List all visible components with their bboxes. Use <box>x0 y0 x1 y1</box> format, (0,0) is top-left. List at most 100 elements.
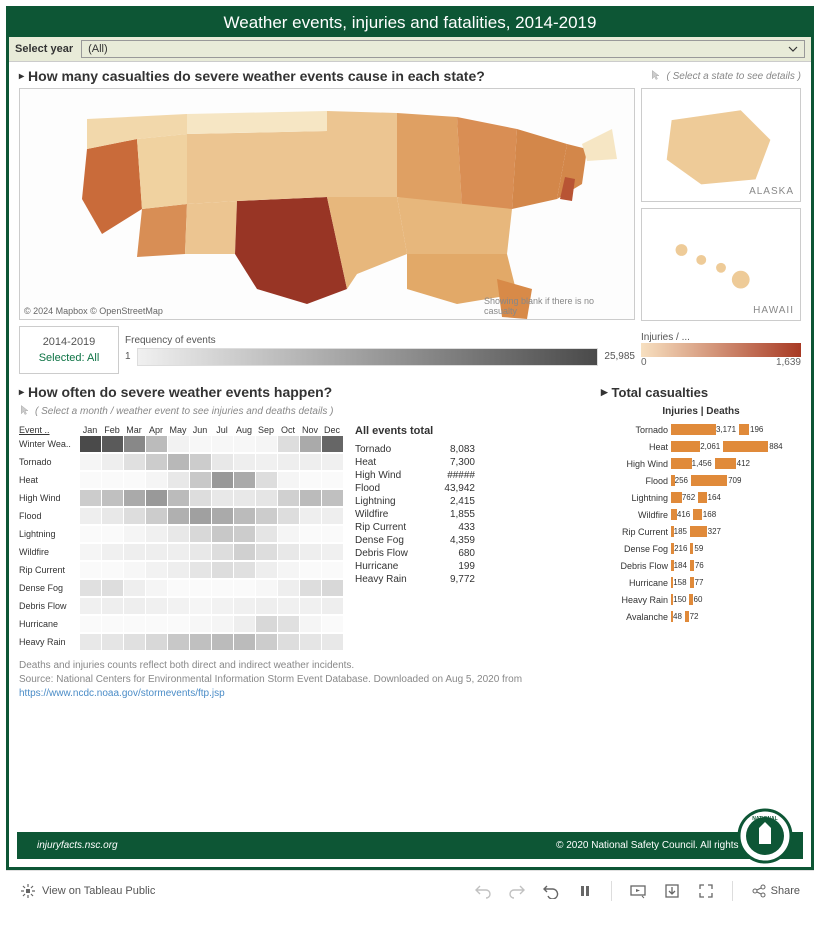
heatmap-cell[interactable] <box>212 436 233 452</box>
heatmap-cell[interactable] <box>80 490 101 506</box>
heatmap-cell[interactable] <box>322 526 343 542</box>
month-header[interactable]: Aug <box>233 425 255 435</box>
heatmap-cell[interactable] <box>212 454 233 470</box>
heatmap-cell[interactable] <box>168 616 189 632</box>
heatmap-cell[interactable] <box>256 472 277 488</box>
heatmap-cell[interactable] <box>80 562 101 578</box>
fullscreen-button[interactable] <box>698 883 714 899</box>
undo-button[interactable] <box>475 883 491 899</box>
heatmap-cell[interactable] <box>212 544 233 560</box>
heatmap-cell[interactable] <box>190 508 211 524</box>
heatmap-cell[interactable] <box>322 562 343 578</box>
heatmap-cell[interactable] <box>256 526 277 542</box>
heatmap-cell[interactable] <box>102 562 123 578</box>
heatmap-cell[interactable] <box>168 580 189 596</box>
heatmap-cell[interactable] <box>102 616 123 632</box>
heatmap-cell[interactable] <box>124 598 145 614</box>
heatmap-cell[interactable] <box>190 544 211 560</box>
event-heatmap[interactable]: Event ..JanFebMarAprMayJunJulAugSepOctNo… <box>19 425 343 651</box>
heatmap-cell[interactable] <box>190 436 211 452</box>
view-on-tableau-button[interactable]: View on Tableau Public <box>20 883 155 899</box>
heatmap-row[interactable]: Debris Flow <box>19 597 343 615</box>
month-header[interactable]: Apr <box>145 425 167 435</box>
heatmap-cell[interactable] <box>168 562 189 578</box>
heatmap-cell[interactable] <box>146 436 167 452</box>
replay-button[interactable] <box>543 883 559 899</box>
heatmap-cell[interactable] <box>80 634 101 650</box>
heatmap-cell[interactable] <box>190 454 211 470</box>
event-col-header[interactable]: Event .. <box>19 425 79 435</box>
heatmap-cell[interactable] <box>256 598 277 614</box>
heatmap-cell[interactable] <box>300 526 321 542</box>
casualty-row[interactable]: Tornado3,171196 <box>601 421 801 438</box>
heatmap-cell[interactable] <box>322 598 343 614</box>
heatmap-cell[interactable] <box>300 454 321 470</box>
heatmap-cell[interactable] <box>102 580 123 596</box>
heatmap-cell[interactable] <box>190 634 211 650</box>
present-button[interactable] <box>630 883 646 899</box>
source-link[interactable]: https://www.ncdc.noaa.gov/stormevents/ft… <box>19 688 225 699</box>
heatmap-cell[interactable] <box>102 508 123 524</box>
heatmap-cell[interactable] <box>102 598 123 614</box>
heatmap-row[interactable]: Flood <box>19 507 343 525</box>
heatmap-cell[interactable] <box>124 526 145 542</box>
heatmap-cell[interactable] <box>234 580 255 596</box>
heatmap-cell[interactable] <box>168 634 189 650</box>
casualty-row[interactable]: Dense Fog21659 <box>601 540 801 557</box>
month-header[interactable]: Oct <box>277 425 299 435</box>
heatmap-row[interactable]: Lightning <box>19 525 343 543</box>
hawaii-inset[interactable]: HAWAII <box>641 208 801 322</box>
heatmap-cell[interactable] <box>146 472 167 488</box>
heatmap-cell[interactable] <box>190 598 211 614</box>
heatmap-cell[interactable] <box>256 580 277 596</box>
heatmap-cell[interactable] <box>190 472 211 488</box>
heatmap-row[interactable]: Heavy Rain <box>19 633 343 651</box>
month-header[interactable]: Nov <box>299 425 321 435</box>
heatmap-cell[interactable] <box>256 454 277 470</box>
heatmap-cell[interactable] <box>322 436 343 452</box>
heatmap-cell[interactable] <box>278 634 299 650</box>
heatmap-cell[interactable] <box>212 616 233 632</box>
heatmap-row[interactable]: Hurricane <box>19 615 343 633</box>
casualty-row[interactable]: Avalanche4872 <box>601 608 801 625</box>
heatmap-row[interactable]: High Wind <box>19 489 343 507</box>
heatmap-cell[interactable] <box>80 544 101 560</box>
casualty-row[interactable]: Heat2,061884 <box>601 438 801 455</box>
year-select[interactable]: (All) <box>81 40 805 58</box>
heatmap-cell[interactable] <box>300 544 321 560</box>
heatmap-cell[interactable] <box>234 544 255 560</box>
heatmap-cell[interactable] <box>102 454 123 470</box>
month-header[interactable]: Feb <box>101 425 123 435</box>
heatmap-cell[interactable] <box>124 490 145 506</box>
heatmap-row[interactable]: Dense Fog <box>19 579 343 597</box>
heatmap-cell[interactable] <box>190 580 211 596</box>
heatmap-row[interactable]: Rip Current <box>19 561 343 579</box>
heatmap-cell[interactable] <box>300 634 321 650</box>
heatmap-cell[interactable] <box>300 598 321 614</box>
month-header[interactable]: Sep <box>255 425 277 435</box>
heatmap-cell[interactable] <box>124 616 145 632</box>
heatmap-cell[interactable] <box>146 508 167 524</box>
heatmap-cell[interactable] <box>212 508 233 524</box>
heatmap-cell[interactable] <box>322 472 343 488</box>
heatmap-cell[interactable] <box>300 436 321 452</box>
heatmap-cell[interactable] <box>212 490 233 506</box>
heatmap-cell[interactable] <box>300 508 321 524</box>
heatmap-cell[interactable] <box>234 436 255 452</box>
heatmap-cell[interactable] <box>212 562 233 578</box>
heatmap-cell[interactable] <box>80 508 101 524</box>
casualty-row[interactable]: High Wind1,456412 <box>601 455 801 472</box>
heatmap-cell[interactable] <box>124 544 145 560</box>
heatmap-row[interactable]: Tornado <box>19 453 343 471</box>
heatmap-cell[interactable] <box>102 526 123 542</box>
heatmap-cell[interactable] <box>146 616 167 632</box>
heatmap-cell[interactable] <box>146 526 167 542</box>
share-button[interactable]: Share <box>751 883 800 899</box>
month-header[interactable]: Jun <box>189 425 211 435</box>
heatmap-cell[interactable] <box>322 580 343 596</box>
heatmap-cell[interactable] <box>168 436 189 452</box>
heatmap-cell[interactable] <box>102 634 123 650</box>
us-map[interactable]: © 2024 Mapbox © OpenStreetMap Showing bl… <box>19 88 635 320</box>
month-header[interactable]: Dec <box>321 425 343 435</box>
heatmap-cell[interactable] <box>124 436 145 452</box>
